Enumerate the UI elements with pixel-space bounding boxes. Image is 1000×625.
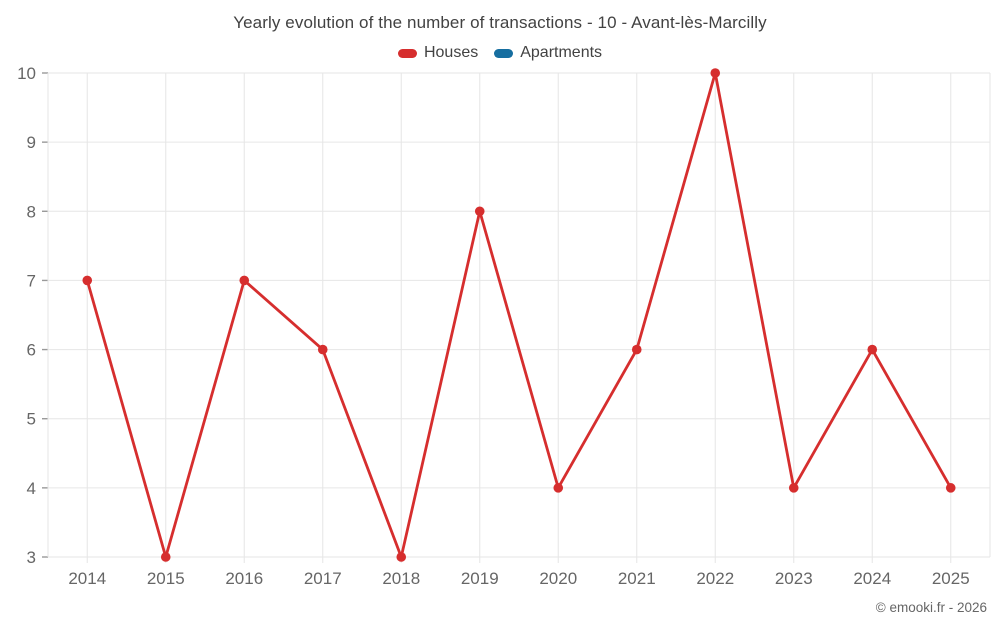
y-axis-label: 10 <box>17 64 36 83</box>
y-axis-label: 5 <box>27 410 36 429</box>
houses-data-point-2014[interactable] <box>82 275 93 286</box>
x-axis-label: 2024 <box>853 569 891 588</box>
x-axis-label: 2023 <box>775 569 813 588</box>
copyright-text: © emooki.fr - 2026 <box>875 600 987 615</box>
x-axis-label: 2015 <box>147 569 185 588</box>
legend-item-houses[interactable]: Houses <box>397 44 479 62</box>
y-axis-label: 7 <box>27 271 36 290</box>
x-axis-label: 2017 <box>304 569 342 588</box>
x-axis-label: 2021 <box>618 569 656 588</box>
x-axis-label: 2019 <box>461 569 499 588</box>
houses-data-point-2020[interactable] <box>553 483 564 493</box>
houses-data-point-2022[interactable] <box>710 68 721 78</box>
y-axis-label: 6 <box>27 341 36 360</box>
houses-series-line <box>85 71 953 559</box>
houses-data-point-2024[interactable] <box>867 344 878 355</box>
houses-data-point-2017[interactable] <box>317 344 328 355</box>
legend-label-houses: Houses <box>423 44 479 61</box>
houses-data-point-2023[interactable] <box>788 483 799 493</box>
legend-label-apartments: Apartments <box>520 44 603 61</box>
houses-data-point-2018[interactable] <box>396 552 407 562</box>
houses-data-point-2021[interactable] <box>631 344 642 355</box>
y-axis-label: 8 <box>27 202 36 221</box>
x-axis-label: 2016 <box>225 569 263 588</box>
x-axis-label: 2025 <box>932 569 970 588</box>
apartments-legend-swatch-icon <box>494 48 514 58</box>
chart-legend: Houses Apartments <box>0 44 1000 62</box>
y-axis-label: 3 <box>27 548 36 567</box>
legend-item-apartments[interactable]: Apartments <box>494 44 602 62</box>
houses-data-point-2016[interactable] <box>239 275 250 286</box>
x-axis-label: 2014 <box>68 569 106 588</box>
y-axis-label: 4 <box>27 479 36 498</box>
y-axis-label: 9 <box>27 133 36 152</box>
chart-title: Yearly evolution of the number of transa… <box>233 13 767 32</box>
houses-legend-swatch-icon <box>397 48 417 58</box>
x-axis-label: 2022 <box>696 569 734 588</box>
houses-data-point-2015[interactable] <box>160 552 171 562</box>
houses-data-point-2019[interactable] <box>474 206 485 217</box>
x-axis-label: 2020 <box>539 569 577 588</box>
x-axis-label: 2018 <box>382 569 420 588</box>
houses-data-point-2025[interactable] <box>945 483 956 493</box>
